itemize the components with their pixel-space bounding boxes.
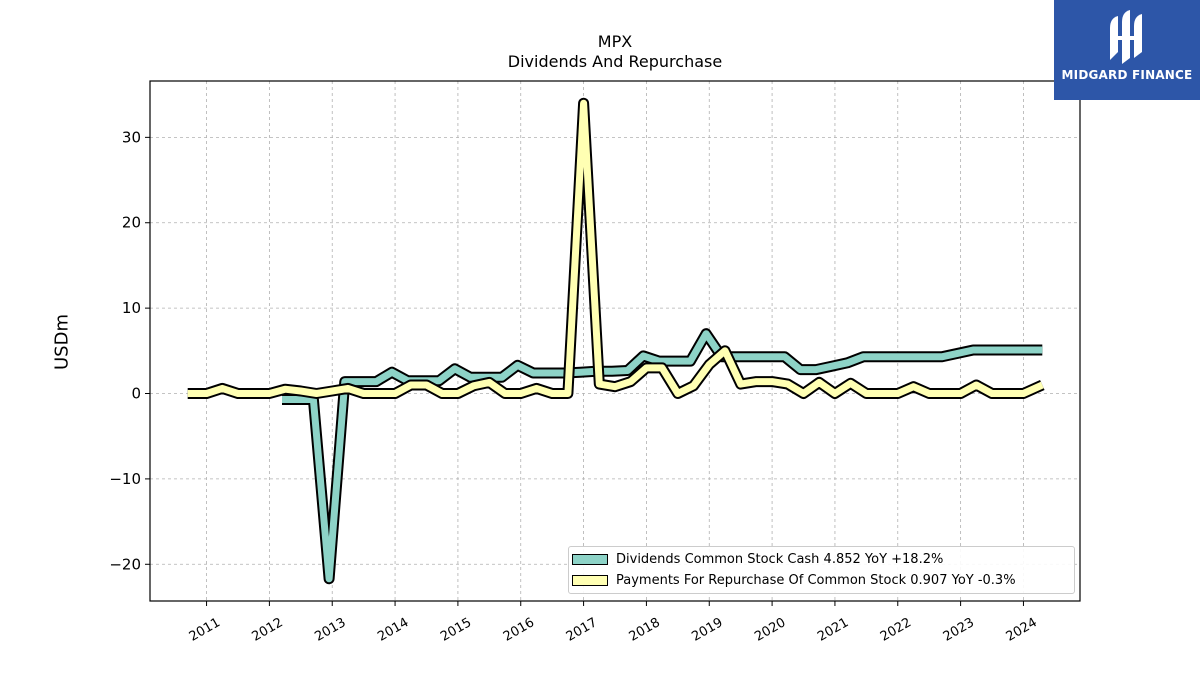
chart-subtitle: Dividends And Repurchase bbox=[507, 52, 723, 71]
x-tick-label: 2018 bbox=[627, 615, 663, 645]
x-tick-label: 2012 bbox=[250, 615, 286, 645]
series-outline-1 bbox=[187, 97, 1045, 399]
x-tick-label: 2022 bbox=[878, 615, 914, 645]
x-tick-label: 2020 bbox=[752, 615, 788, 645]
y-axis-label: USDm bbox=[51, 314, 73, 370]
x-tick-label: 2014 bbox=[375, 615, 411, 645]
y-tick-label: −10 bbox=[109, 470, 141, 488]
chart-title: MPX bbox=[597, 32, 633, 51]
y-tick-label: 10 bbox=[122, 299, 141, 317]
y-tick-label: −20 bbox=[109, 555, 141, 573]
legend-swatch-dividends bbox=[572, 553, 608, 565]
x-tick-label: 2015 bbox=[438, 615, 474, 645]
legend-entry-dividends: Dividends Common Stock Cash 4.852 YoY +1… bbox=[569, 549, 943, 569]
plot-frame bbox=[149, 80, 1081, 602]
midgard-logo-icon bbox=[1110, 10, 1142, 64]
legend-swatch-repurchase bbox=[572, 574, 608, 586]
y-tick-label: 30 bbox=[122, 128, 141, 146]
chart-legend: Dividends Common Stock Cash 4.852 YoY +1… bbox=[568, 546, 1075, 594]
y-tick-label: 0 bbox=[131, 385, 141, 403]
legend-label-repurchase: Payments For Repurchase Of Common Stock … bbox=[616, 572, 1016, 588]
legend-label-dividends: Dividends Common Stock Cash 4.852 YoY +1… bbox=[616, 551, 944, 567]
brand-logo: MIDGARD FINANCE bbox=[1054, 0, 1200, 100]
x-tick-label: 2023 bbox=[941, 615, 977, 645]
series-line-1 bbox=[187, 99, 1044, 397]
x-tick-label: 2011 bbox=[187, 615, 223, 645]
y-tick-label: 20 bbox=[122, 214, 141, 232]
x-tick-label: 2016 bbox=[501, 615, 537, 645]
x-tick-label: 2024 bbox=[1004, 615, 1040, 645]
x-tick-label: 2013 bbox=[312, 615, 348, 645]
legend-entry-repurchase: Payments For Repurchase Of Common Stock … bbox=[569, 570, 1016, 590]
x-tick-label: 2017 bbox=[564, 615, 600, 645]
x-tick-label: 2019 bbox=[689, 615, 725, 645]
x-tick-label: 2021 bbox=[815, 615, 851, 645]
logo-text: MIDGARD FINANCE bbox=[1061, 68, 1193, 82]
